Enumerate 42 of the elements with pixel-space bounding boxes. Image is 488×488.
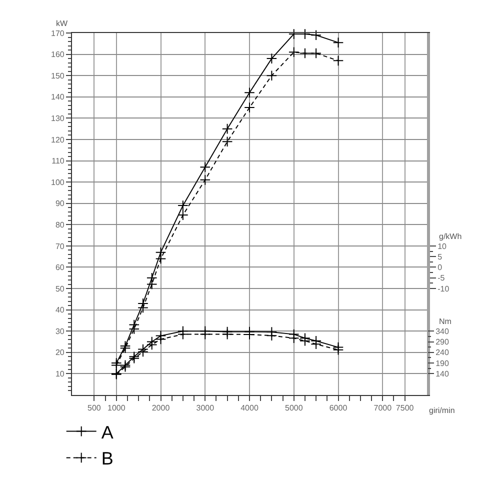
y-tick-label: 110 (52, 156, 65, 166)
y-tick-label: 80 (55, 220, 65, 230)
y-tick-label: 170 (51, 28, 65, 38)
x-tick-label: 2000 (152, 404, 170, 413)
y-tick-label: 120 (51, 135, 65, 144)
y2-tick-label: 5 (438, 252, 443, 262)
y3-tick-label: 140 (436, 370, 450, 379)
x-tick-label: 500 (88, 404, 102, 413)
y-tick-label: 100 (51, 178, 65, 187)
y2-tick-label: 10 (438, 242, 448, 251)
y2-tick-label: 0 (438, 263, 443, 272)
y-tick-label: 60 (55, 263, 65, 272)
y-tick-label: 150 (51, 71, 65, 80)
x-tick-label: 5000 (284, 404, 304, 413)
y-tick-label: 10 (55, 370, 65, 379)
y-tick-label: 40 (55, 306, 65, 315)
x-axis-title: giri/min (429, 406, 455, 415)
y3-tick-label: 240 (436, 348, 450, 358)
x-tick-label: 4000 (240, 404, 259, 413)
y-tick-label: 140 (51, 92, 65, 102)
x-tick-label: 3000 (196, 404, 215, 413)
x-tick-label: 7000 (374, 404, 392, 413)
y-axis-title: kW (56, 19, 68, 28)
y-tick-label: 70 (55, 242, 65, 251)
y3-tick-label: 190 (436, 358, 450, 368)
legend-label: B (101, 448, 114, 469)
legend-label: A (101, 422, 114, 442)
y2-axis-title: g/kWh (439, 232, 462, 241)
y-tick-label: 20 (55, 348, 65, 358)
y3-axis-title: Nm (439, 317, 452, 326)
y-tick-label: 30 (55, 326, 65, 336)
y-tick-label: 130 (51, 114, 65, 123)
y3-tick-label: 290 (436, 338, 450, 347)
x-tick-label: 1000 (107, 404, 126, 413)
y2-tick-label: -5 (438, 274, 446, 283)
x-tick-label: 7500 (396, 404, 414, 413)
y-tick-label: 90 (55, 199, 65, 208)
y3-tick-label: 340 (436, 326, 450, 336)
y-tick-label: 160 (51, 50, 65, 60)
y2-tick-label: -10 (438, 284, 450, 294)
x-tick-label: 6000 (329, 404, 348, 413)
y-tick-label: 50 (55, 284, 65, 294)
